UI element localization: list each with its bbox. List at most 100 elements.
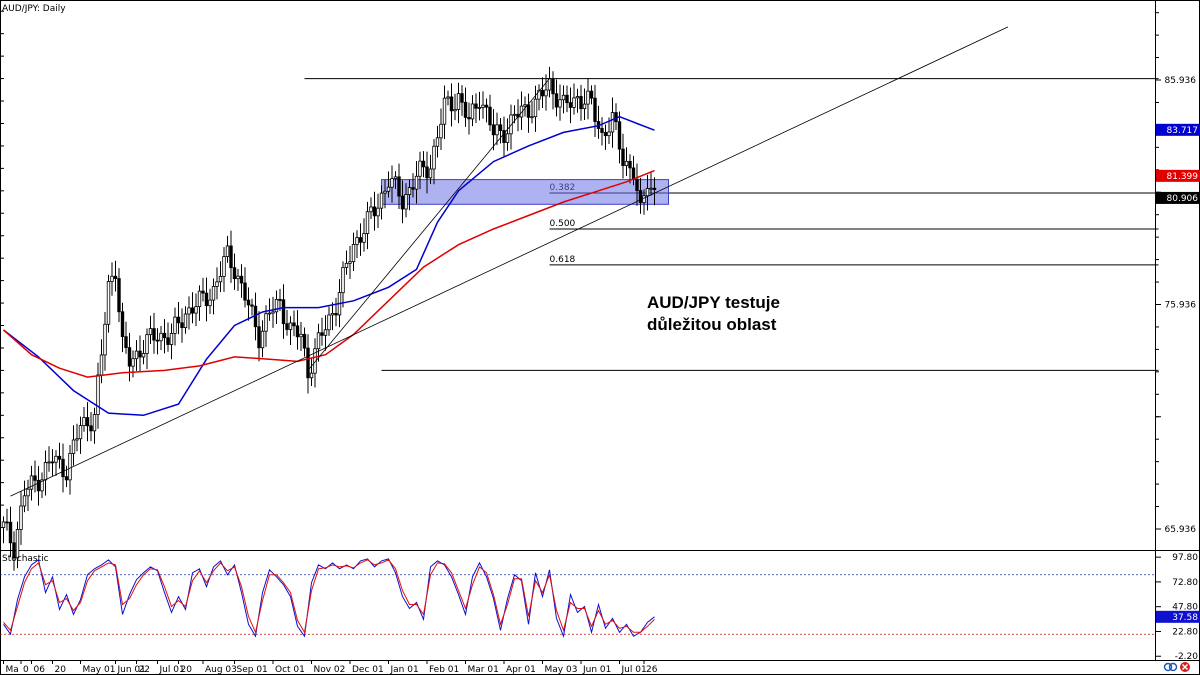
candle-body [64, 476, 69, 481]
candle-body [33, 475, 37, 481]
candle-body [509, 114, 513, 135]
candle-body [635, 178, 639, 191]
close-icon[interactable] [1180, 662, 1190, 672]
time-tick-label: Ma [6, 665, 19, 675]
candle-body [155, 339, 160, 342]
candle-body [474, 103, 478, 109]
candle-body [152, 328, 156, 341]
stoch-value-tag [1156, 610, 1200, 623]
price-tick-label: 85.936 [1165, 76, 1197, 86]
candle-body [159, 332, 163, 342]
candle-body [85, 417, 90, 427]
candle-body [110, 275, 114, 282]
candle-body [407, 187, 412, 195]
candle-body [589, 90, 594, 99]
candle-body [369, 206, 373, 213]
candle-body [288, 322, 293, 330]
price-tick-label: 65.936 [1165, 525, 1197, 535]
support-zone [381, 179, 669, 205]
candle-body [141, 353, 146, 358]
stoch-value-label: 37.58 [1172, 613, 1198, 623]
candle-body [523, 104, 527, 107]
time-tick-label: May 03 [545, 665, 578, 675]
candle-body [393, 176, 398, 179]
candle-body [593, 97, 597, 122]
candle-body [344, 262, 349, 268]
time-tick-label: Sep 01 [237, 665, 268, 675]
stoch-tick-label: 72.80 [1172, 578, 1198, 588]
candle-body [631, 167, 636, 180]
annotation-line-1: AUD/JPY testuje [647, 293, 780, 312]
candle-body [78, 425, 83, 440]
ma-slow-line [3, 115, 655, 417]
candle-body [120, 311, 125, 338]
time-tick-label: Jan 01 [390, 665, 419, 675]
candle-body [372, 206, 377, 217]
candle-body [376, 207, 380, 217]
link-icon-ring-b [1168, 662, 1178, 672]
price-tick-label: 75.936 [1165, 300, 1197, 310]
candle-body [82, 417, 86, 426]
stoch-d-line [3, 559, 655, 634]
candle-body [330, 313, 335, 316]
candle-body [642, 195, 646, 203]
candle-body [12, 542, 16, 559]
candle-body [484, 104, 489, 108]
candle-body [530, 116, 534, 119]
candle-body [544, 89, 548, 97]
candle-body [565, 94, 569, 104]
candle-body [418, 160, 422, 177]
candle-body [449, 96, 454, 112]
candle-body [264, 313, 268, 332]
candle-body [117, 278, 121, 313]
candle-body [411, 187, 415, 190]
candle-body [8, 521, 13, 544]
candle-body [106, 281, 111, 325]
time-tick-label: 0 [23, 665, 29, 675]
candle-body [57, 455, 62, 460]
candle-body [173, 316, 177, 334]
candle-body [554, 93, 559, 108]
candle-body [404, 194, 408, 210]
candle-body [68, 453, 72, 481]
candle-body [222, 256, 226, 277]
candle-body [446, 96, 450, 99]
candle-body [40, 479, 44, 492]
candle-body [243, 282, 247, 301]
candle-body [225, 245, 230, 257]
time-tick-label: 22 [139, 665, 150, 675]
candle-body [526, 104, 531, 118]
time-tick-label: 20 [181, 665, 193, 675]
time-tick-label: Nov 02 [314, 665, 346, 675]
trendline-long-trend [10, 26, 1009, 497]
candle-body [138, 350, 142, 358]
link-icon-ring-a [1163, 662, 1173, 672]
candle-body [323, 329, 328, 336]
link-icon[interactable] [1163, 662, 1178, 672]
candle-body [260, 330, 265, 349]
candle-body [183, 313, 188, 329]
candle-body [390, 178, 394, 188]
candle-body [386, 186, 391, 192]
candle-body [624, 160, 629, 166]
candle-body [92, 414, 97, 432]
stoch-tick-label: 47.80 [1172, 603, 1198, 613]
candle-body [498, 124, 503, 131]
candle-body [320, 332, 324, 336]
candle-body [127, 347, 132, 367]
stoch-k-line [3, 558, 655, 639]
time-tick-label: 20 [55, 665, 67, 675]
candle-body [99, 354, 104, 376]
candle-body [477, 106, 482, 109]
candle-body [134, 350, 139, 360]
candle-body [250, 304, 254, 307]
candle-body [547, 78, 552, 91]
candle-body [453, 109, 457, 112]
candle-body [306, 347, 310, 379]
candle-body [435, 137, 440, 147]
candle-body [281, 299, 286, 325]
candle-body [428, 168, 433, 179]
candle-body [348, 261, 352, 264]
